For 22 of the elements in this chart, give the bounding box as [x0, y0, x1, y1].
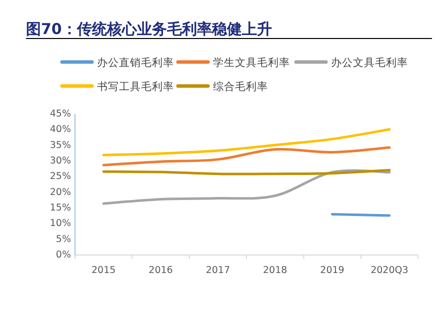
y-tick-label: 25%: [50, 171, 71, 182]
y-tick-label: 20%: [50, 186, 71, 198]
x-tick-label: 2019: [320, 265, 344, 276]
x-tick-label: 2020Q3: [370, 265, 408, 276]
y-tick-label: 35%: [50, 140, 71, 151]
legend-label: 学生文具毛利率: [213, 56, 290, 69]
y-tick-label: 40%: [50, 124, 71, 136]
y-tick-label: 0%: [56, 250, 71, 260]
y-tick-label: 30%: [50, 156, 71, 166]
legend-label: 办公直销毛利率: [97, 56, 174, 69]
legend-label: 书写工具毛利率: [97, 80, 174, 93]
x-tick-label: 2015: [91, 265, 116, 276]
x-tick-label: 2016: [148, 265, 173, 276]
legend-label: 综合毛利率: [213, 80, 268, 93]
legend-label: 办公文具毛利率: [331, 56, 408, 69]
chart-title: 图70：传统核心业务毛利率稳健上升: [26, 20, 272, 38]
y-tick-label: 10%: [50, 218, 71, 230]
y-tick-label: 15%: [50, 202, 71, 214]
x-tick-label: 2018: [262, 265, 288, 276]
y-tick-label: 5%: [56, 234, 71, 245]
y-tick-label: 45%: [50, 108, 71, 120]
x-tick-label: 2017: [206, 265, 230, 276]
